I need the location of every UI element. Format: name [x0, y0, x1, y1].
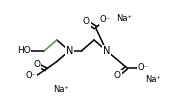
Text: Na⁺: Na⁺ [116, 14, 132, 23]
Text: O: O [83, 17, 90, 26]
Text: O: O [114, 71, 121, 80]
Text: Na⁺: Na⁺ [145, 75, 161, 84]
Text: O: O [33, 60, 40, 69]
Text: Na⁺: Na⁺ [54, 85, 70, 94]
Text: N: N [66, 46, 73, 56]
Text: O⁻: O⁻ [26, 71, 37, 80]
Text: O⁻: O⁻ [137, 63, 149, 72]
Text: N: N [103, 46, 110, 56]
Text: O⁻: O⁻ [99, 15, 110, 24]
Text: HO: HO [17, 46, 31, 55]
